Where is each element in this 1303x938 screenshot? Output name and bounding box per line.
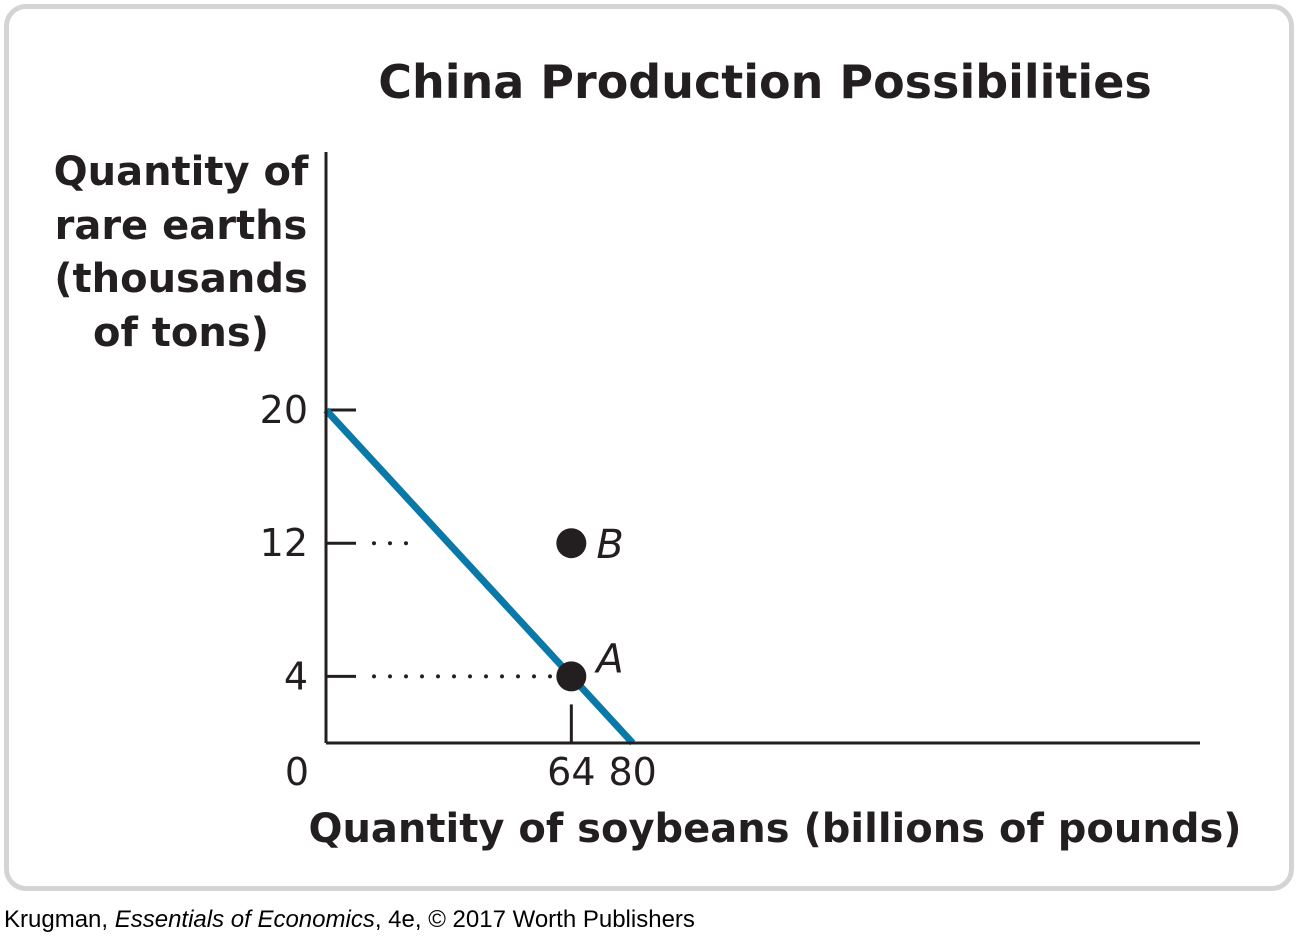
y-tick-label-20: 20 (260, 388, 308, 432)
point-a (556, 661, 587, 692)
ppf-line-0 (323, 407, 636, 746)
production-possibilities-chart: China Production Possibilities Quantity … (54, 55, 1242, 852)
y-axis-label-line-1: Quantity of (54, 149, 309, 195)
y-axis-label-line-2: rare earths (55, 203, 308, 249)
point-label-b: B (596, 522, 623, 568)
source-credit: Krugman, Essentials of Economics, 4e, © … (4, 906, 695, 934)
y-axis-label-line-4: of tons) (93, 310, 269, 356)
credit-book-title: Essentials of Economics (114, 906, 375, 933)
point-label-a: A (593, 636, 623, 682)
y-tick-label-12: 12 (260, 521, 308, 565)
y-tick-label-4: 4 (284, 654, 308, 698)
x-axis-label: Quantity of soybeans (billions of pounds… (308, 806, 1241, 852)
chart-marks: 20 12 4 64 80 A B (260, 388, 657, 794)
x-tick-label-64: 64 (547, 750, 595, 794)
credit-rest: , 4e, © 2017 Worth Publishers (374, 906, 695, 933)
point-b (556, 528, 587, 559)
y-axis-label-line-3: (thousands (54, 256, 308, 302)
credit-author: Krugman, (4, 906, 115, 933)
origin-label: 0 (285, 750, 309, 794)
chart-title: China Production Possibilities (378, 55, 1152, 109)
x-tick-label-80: 80 (608, 750, 656, 794)
